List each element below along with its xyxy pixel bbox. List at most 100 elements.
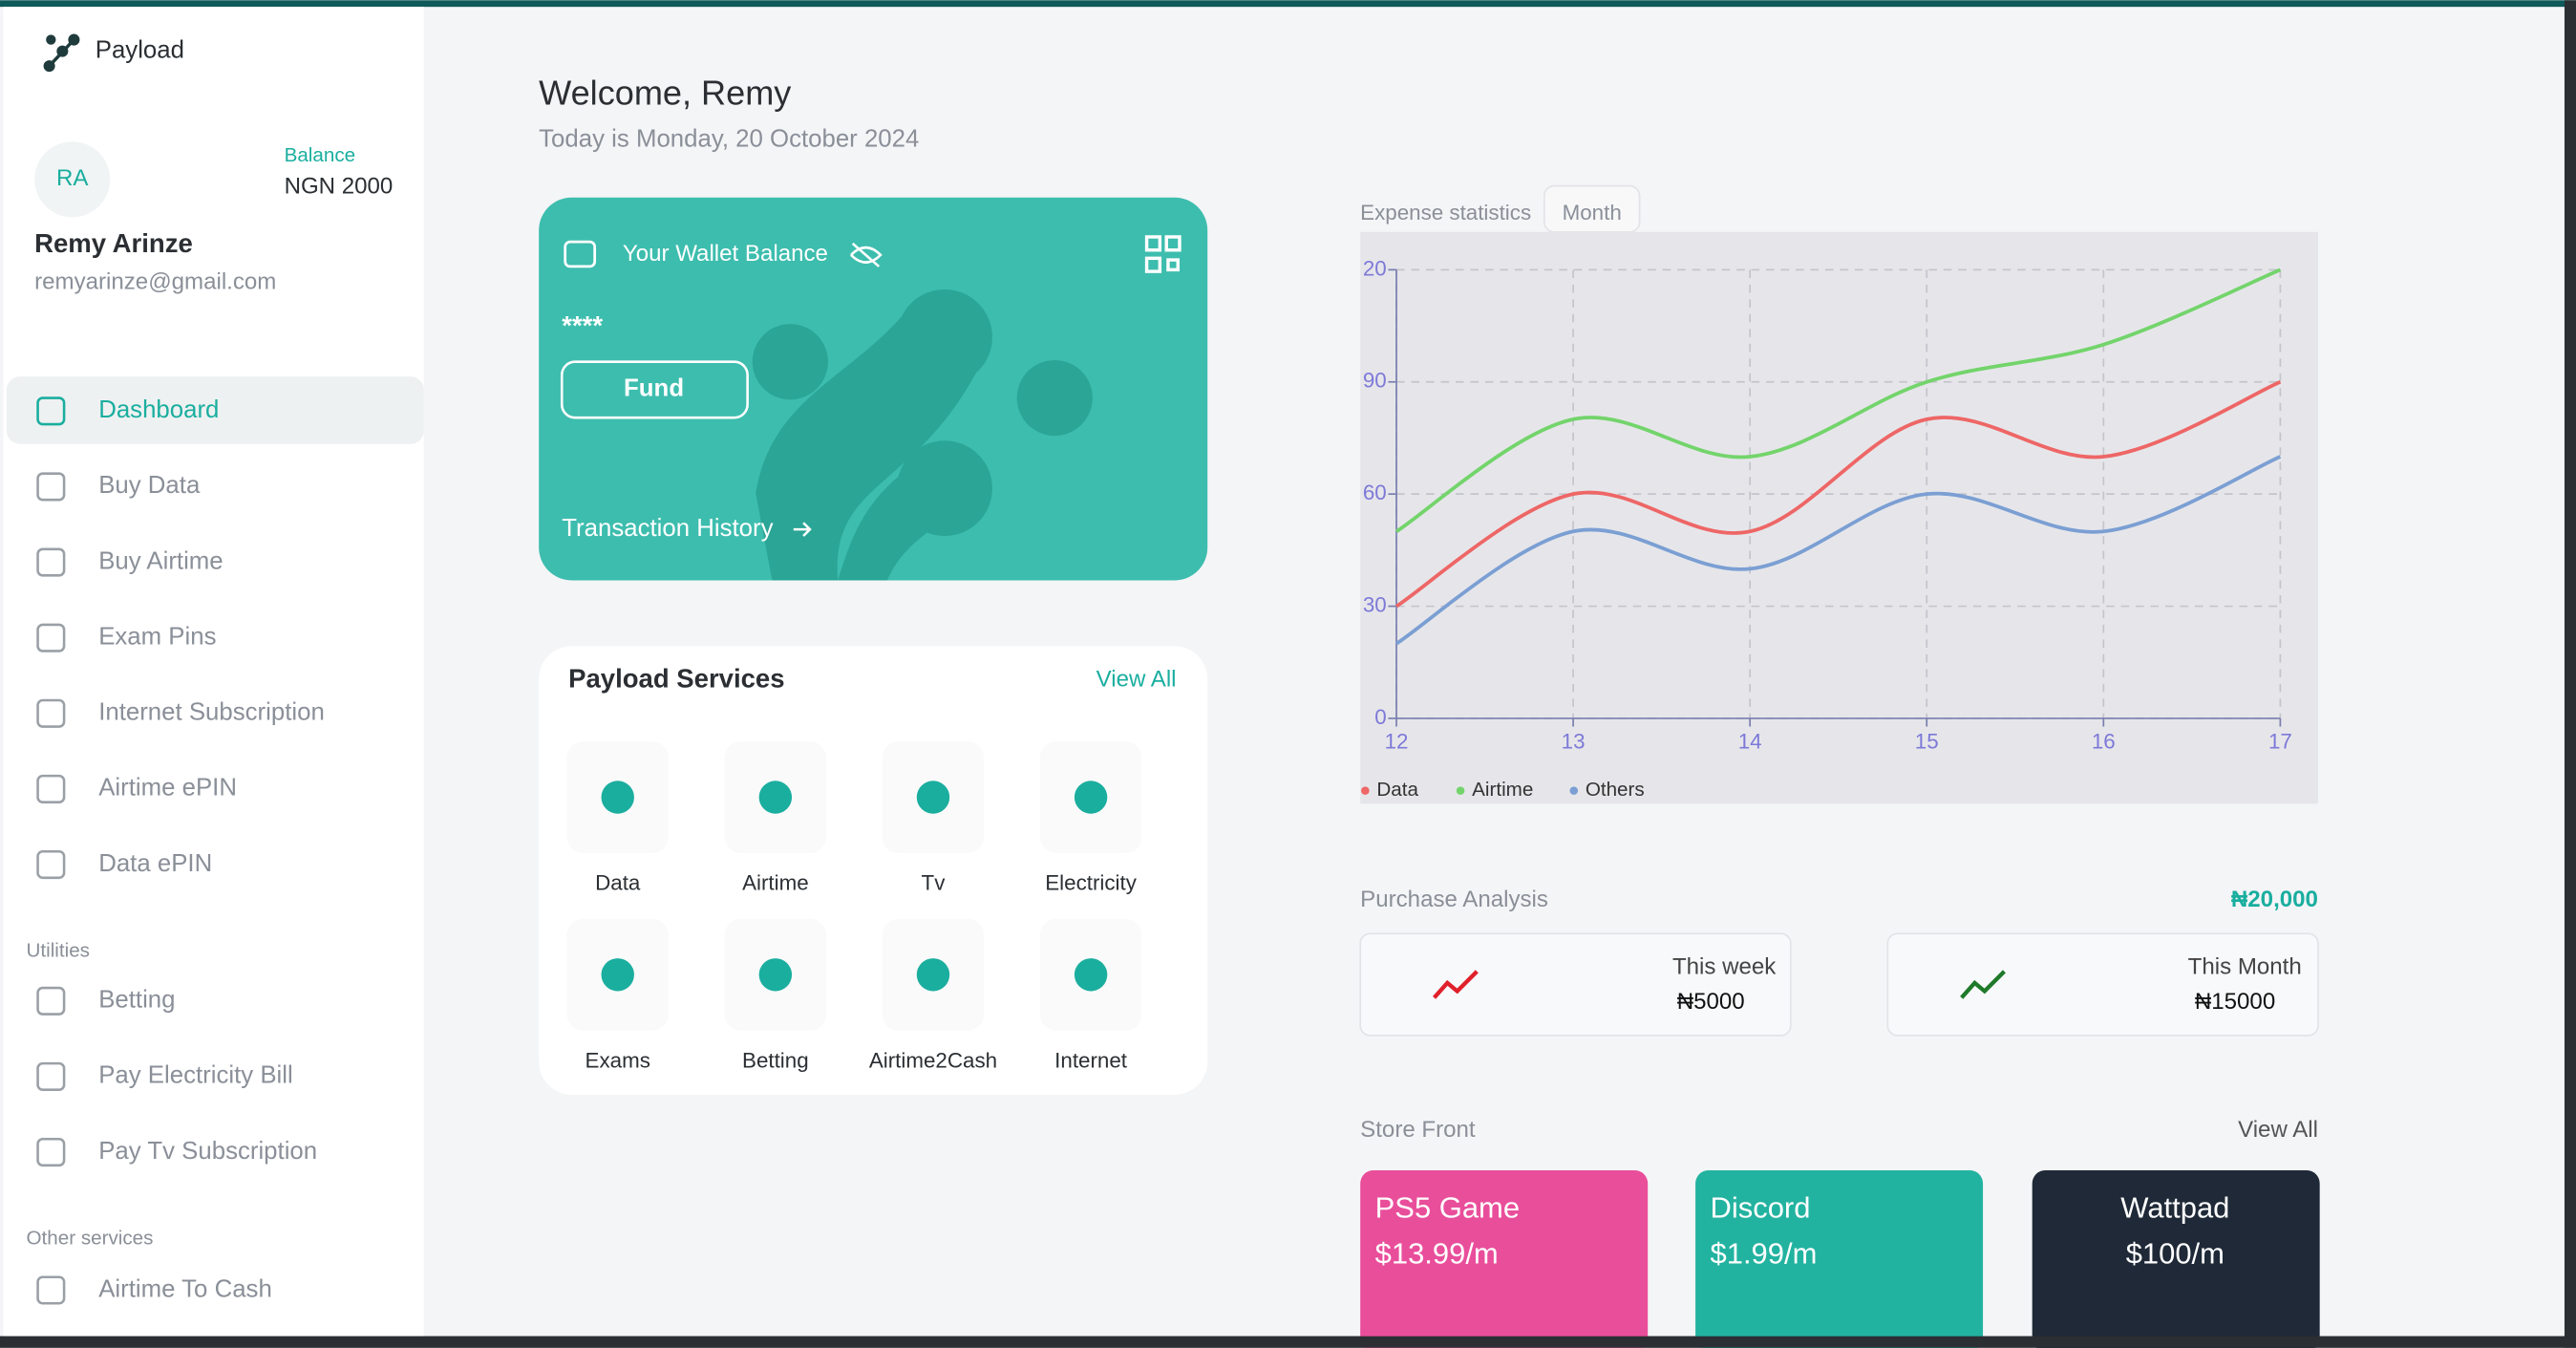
nav-icon[interactable] [36, 547, 66, 577]
line-series [1395, 380, 2282, 609]
service-label[interactable]: Internet [1054, 1048, 1128, 1072]
top-bar [0, 0, 2576, 8]
store-price: $13.99/m [1375, 1237, 1499, 1271]
nav-item[interactable]: Pay Electricity Bill [98, 1062, 293, 1089]
nav-item[interactable]: Internet Subscription [98, 699, 325, 726]
view-all[interactable]: View All [1096, 667, 1177, 693]
nav-icon[interactable] [36, 1061, 66, 1091]
service-label[interactable]: Betting [742, 1048, 809, 1072]
nav-icon[interactable] [36, 396, 66, 426]
service-icon[interactable] [601, 781, 634, 814]
welcome: Welcome, Remy [539, 74, 791, 113]
fund-label[interactable]: Fund [624, 375, 684, 402]
service-icon[interactable] [758, 781, 793, 814]
balance-label: Balance [285, 144, 356, 166]
x-tick-label: 17 [2268, 730, 2292, 754]
date: Today is Monday, 20 October 2024 [539, 125, 919, 152]
avatar [34, 141, 111, 218]
purchase-title: Purchase Analysis [1360, 887, 1548, 912]
view-all[interactable]: View All [2238, 1117, 2318, 1143]
nav-item[interactable]: Pay Tv Subscription [98, 1138, 317, 1165]
nav-icon[interactable] [36, 623, 66, 653]
x-tick-label: 14 [1738, 730, 1762, 754]
avatar-initials: RA [56, 165, 89, 191]
store-name: Discord [1711, 1190, 1811, 1224]
hide-icon[interactable] [850, 242, 883, 267]
line-series [1395, 455, 2282, 646]
nav-item[interactable]: Airtime To Cash [98, 1275, 272, 1302]
store-card[interactable] [1360, 1169, 1649, 1348]
nav-item[interactable]: Dashboard [98, 396, 219, 423]
amount: ₦5000 [1677, 989, 1745, 1015]
chart: 0 30 60 90 20 12 13 14 15 16 17 Data Airtime Others [1361, 256, 2292, 801]
service-label[interactable]: Exams [585, 1048, 650, 1072]
sidebar [3, 7, 424, 1337]
service-icon[interactable] [1074, 958, 1108, 992]
y-tick-label: 20 [1363, 256, 1387, 280]
y-tick-label: 60 [1363, 481, 1387, 504]
user-name: Remy Arinze [34, 228, 193, 258]
nav-item[interactable]: Data ePIN [98, 850, 212, 877]
legend-dot[interactable] [1569, 786, 1579, 795]
store-card[interactable] [2032, 1169, 2320, 1348]
purchase-card [1359, 932, 1792, 1037]
nav: Dashboard Buy Data Buy Airtime Exam Pins Int… [36, 396, 325, 1305]
legend-dot[interactable] [1456, 786, 1465, 795]
user-email: remyarinze@gmail.com [34, 268, 276, 294]
legend-label[interactable]: Data [1376, 779, 1418, 801]
store-price: $100/m [2126, 1237, 2225, 1271]
nav-item[interactable]: Exam Pins [98, 623, 216, 650]
store-name: PS5 Game [1375, 1190, 1520, 1224]
nav-icon[interactable] [36, 698, 66, 728]
store-card[interactable] [1695, 1169, 1984, 1348]
section-label: Other services [27, 1228, 154, 1250]
legend-dot[interactable] [1361, 786, 1370, 795]
hidden-balance: **** [562, 310, 603, 340]
nav-icon[interactable] [36, 1137, 66, 1167]
nav-icon[interactable] [36, 774, 66, 803]
nav-icon[interactable] [36, 1275, 66, 1305]
nav-icon[interactable] [36, 849, 66, 880]
trend-icon [1960, 970, 2006, 999]
service-label[interactable]: Electricity [1045, 871, 1137, 895]
active-nav-bg [6, 376, 424, 444]
y-tick-label: 90 [1363, 369, 1387, 393]
legend-label[interactable]: Others [1586, 779, 1645, 801]
services-grid: Data Airtime Tv Electricity Exams Betting Airt… [566, 741, 1142, 1072]
period-label[interactable]: Month [1563, 201, 1622, 225]
nav-item[interactable]: Buy Airtime [98, 547, 223, 574]
fund-button[interactable] [560, 360, 749, 419]
service-icon[interactable] [758, 958, 793, 992]
brand: Payload [96, 36, 184, 63]
legend-label[interactable]: Airtime [1472, 779, 1533, 801]
service-label[interactable]: Tv [922, 871, 947, 895]
nav-icon[interactable] [36, 986, 66, 1016]
period-label: This week [1672, 954, 1777, 980]
service-icon[interactable] [1074, 781, 1108, 814]
store-title: Store Front [1360, 1117, 1476, 1143]
qr-icon[interactable] [1144, 235, 1182, 273]
service-icon[interactable] [916, 781, 950, 814]
wallet-decoration [752, 289, 1093, 581]
x-tick-label: 12 [1385, 730, 1409, 754]
x-tick-label: 13 [1562, 730, 1586, 754]
section-label: Utilities [27, 940, 90, 962]
service-label[interactable]: Data [595, 871, 641, 895]
line-series [1395, 267, 2282, 533]
service-icon[interactable] [916, 958, 950, 992]
purchase-card [1886, 932, 2319, 1037]
nav-item[interactable]: Buy Data [98, 472, 201, 499]
arrow-icon [793, 522, 812, 537]
y-tick-label: 30 [1363, 592, 1387, 616]
nav-icon[interactable] [36, 472, 66, 502]
nav-item[interactable]: Betting [98, 987, 175, 1014]
transaction-history[interactable]: Transaction History [562, 515, 773, 542]
amount: ₦15000 [2195, 989, 2275, 1015]
service-icon[interactable] [601, 958, 634, 992]
service-label[interactable]: Airtime2Cash [869, 1048, 997, 1072]
frame-edge [2564, 0, 2576, 1348]
nav-item[interactable]: Airtime ePIN [98, 775, 237, 802]
service-label[interactable]: Airtime [742, 871, 809, 895]
